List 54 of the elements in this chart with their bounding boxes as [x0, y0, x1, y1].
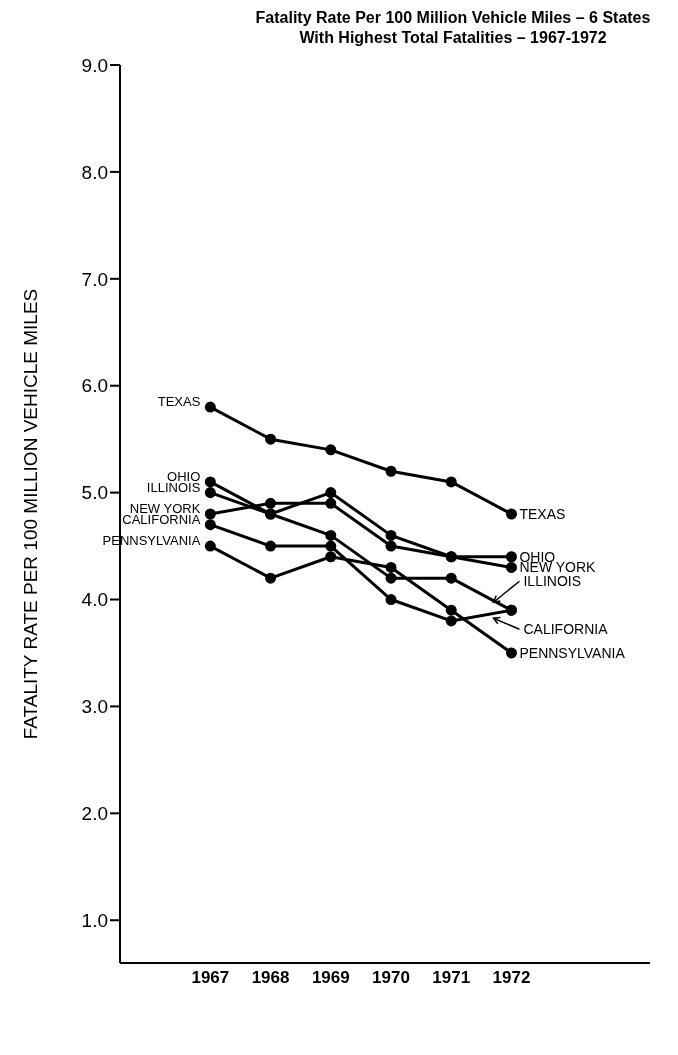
point — [325, 487, 337, 499]
text: TEXAS — [157, 394, 201, 410]
y-tick-label: 5.0 — [81, 482, 108, 504]
text: OHIO — [167, 468, 201, 484]
x-tick-label: 1970 — [372, 968, 410, 988]
point — [385, 561, 397, 573]
point — [385, 540, 397, 552]
point — [445, 615, 457, 627]
y-tick-label: 7.0 — [81, 268, 108, 290]
series-label: TEXAS — [519, 506, 566, 522]
point — [445, 604, 457, 616]
x-tick-label: 1968 — [251, 968, 290, 988]
point — [204, 476, 216, 488]
point — [325, 551, 337, 563]
point — [204, 487, 216, 499]
point — [325, 540, 337, 552]
point — [204, 540, 216, 552]
point — [385, 529, 397, 541]
point — [385, 572, 397, 584]
point — [204, 519, 216, 531]
point — [385, 594, 397, 606]
text: NEW YORK — [129, 501, 201, 516]
y-tick-label: 1.0 — [81, 909, 108, 931]
point — [204, 508, 216, 520]
y-axis-title: FATALITY RATE PER 100 MILLION VEHICLE MILES — [19, 288, 41, 740]
y-tick-label: 8.0 — [81, 161, 108, 183]
series-label: PENNSYLVANIA — [519, 644, 626, 661]
legend-label: CALIFORNIA — [523, 621, 609, 638]
y-tick-label: 2.0 — [81, 803, 108, 825]
x-tick-label: 1971 — [432, 968, 471, 988]
y-tick-label: 6.0 — [81, 375, 108, 397]
point — [204, 401, 216, 413]
point — [265, 540, 277, 552]
point — [385, 465, 397, 477]
x-tick-label: 1972 — [492, 968, 531, 988]
point — [325, 529, 337, 541]
point — [445, 476, 457, 488]
y-tick-label: 4.0 — [81, 589, 108, 611]
x-tick-label: 1969 — [311, 968, 350, 988]
point — [505, 551, 517, 563]
y-tick-label: 3.0 — [81, 696, 108, 718]
point — [445, 572, 457, 584]
point — [265, 433, 277, 445]
text: ILLINOIS — [523, 573, 582, 590]
point — [325, 444, 337, 456]
x-tick-label: 1967 — [191, 968, 230, 988]
point — [505, 647, 517, 659]
point — [505, 561, 517, 573]
chart-title: Fatality Rate Per 100 Million Vehicle Miles – 6 States With Highest Total Fatalities – 1967-1972 — [254, 8, 652, 48]
y-tick-label: 9.0 — [81, 54, 108, 76]
point — [325, 497, 337, 509]
point — [505, 508, 517, 520]
point — [265, 497, 277, 509]
point — [265, 572, 277, 584]
